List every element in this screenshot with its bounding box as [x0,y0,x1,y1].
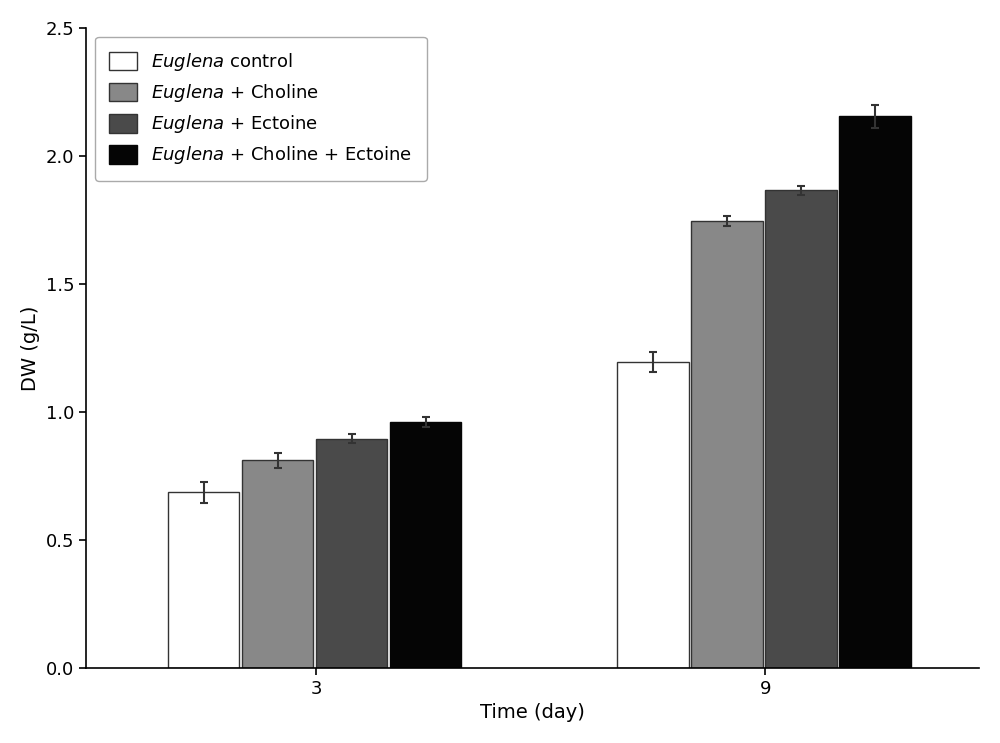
Bar [617,362,689,668]
Bar [316,438,387,668]
Bar [691,221,763,668]
Bar [390,422,461,668]
Bar [839,116,911,668]
Bar [168,493,239,668]
Y-axis label: DW (g/L): DW (g/L) [21,305,40,391]
Bar [765,190,837,668]
Legend: $\it{Euglena}$ control, $\it{Euglena}$ + Choline, $\it{Euglena}$ + Ectoine, $\it: $\it{Euglena}$ control, $\it{Euglena}$ +… [95,37,427,181]
Bar [242,461,313,668]
X-axis label: Time (day): Time (day) [480,703,585,722]
